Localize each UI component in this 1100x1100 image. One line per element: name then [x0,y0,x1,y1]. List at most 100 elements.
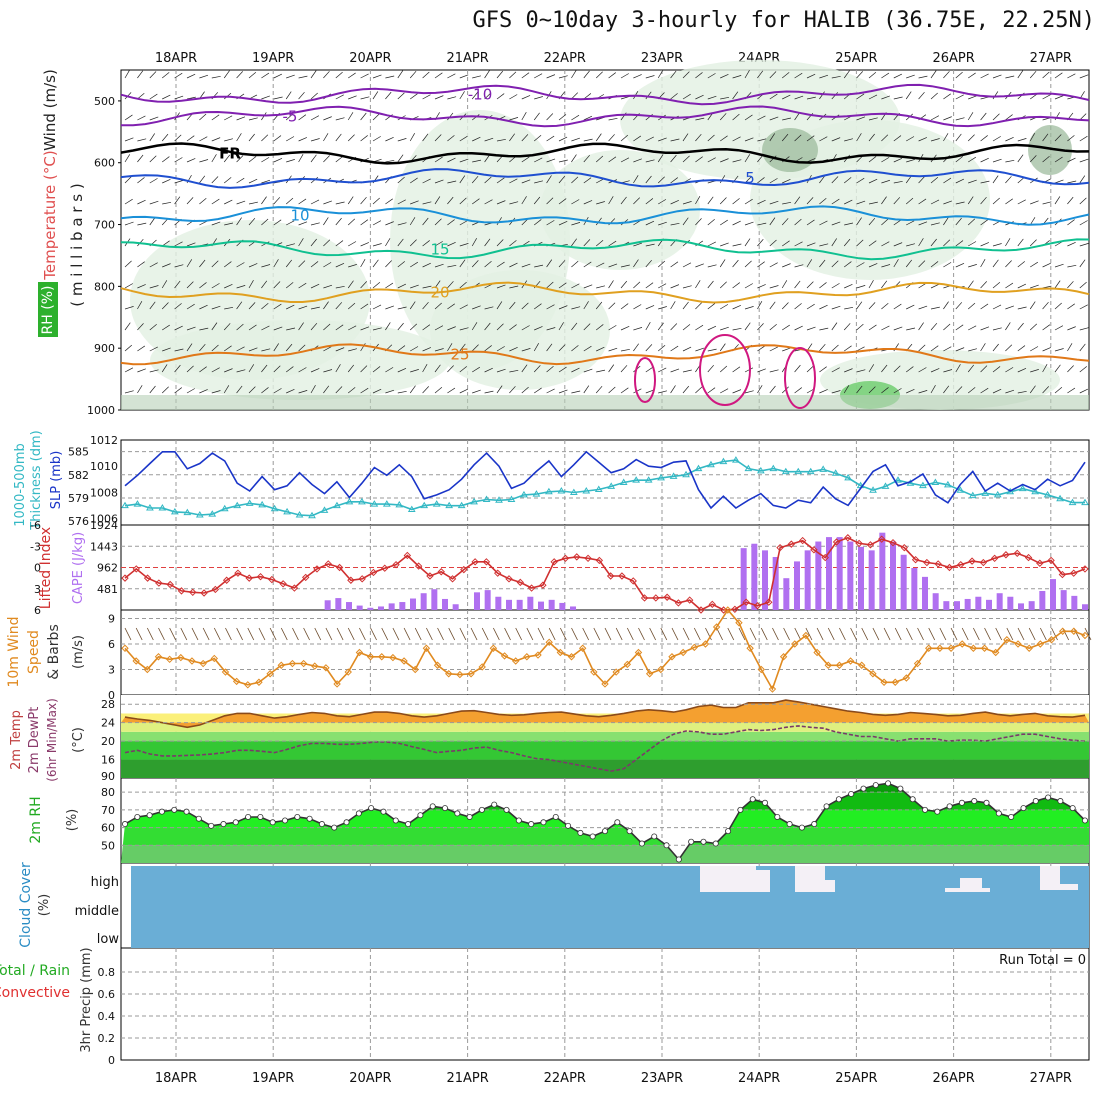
wind-barb [509,386,516,394]
rh-line-marker [515,817,522,824]
wind-barb [844,138,853,142]
rh-tick: 70 [101,804,115,817]
wind-barb [484,238,491,247]
wind-barb [980,343,986,352]
wind-barb [794,364,801,373]
wind-barb [285,282,294,289]
wind-barb [1042,301,1049,310]
wind-barb [1017,390,1027,394]
wind-barb [707,303,716,310]
wind-barb [856,323,864,331]
wind-barb [893,388,902,394]
thickness-line-marker [1068,498,1077,506]
wind-barb [124,390,134,394]
wind-barb [980,73,989,79]
surface-wind-barb [794,627,802,641]
wind-barb [1005,367,1014,373]
cape-bar [804,550,811,610]
wind-speed-marker [244,681,252,689]
rh-line-marker [540,819,547,826]
wind-barb [298,75,308,79]
wind-barb [186,388,195,394]
wind-barb [645,175,652,184]
ylabel-lifted-index: Lifted Index [38,527,54,609]
lifted-index-line-marker [765,598,773,606]
wind-barb [509,369,519,373]
wind-barb [1042,262,1051,268]
wind-barb [881,218,889,226]
thickness-line-marker [557,487,566,494]
wind-barb [124,221,134,226]
slp-tick: 1008 [90,486,118,499]
wind-barb [707,325,717,331]
wind-barb [992,366,1001,373]
surface-wind-barb [995,627,1003,641]
date-label-bottom: 24APR [738,1071,780,1086]
wind-barb [149,301,156,310]
wind-barb [261,302,269,310]
wind-barb [124,306,134,310]
wind-barb [583,70,590,79]
wind-barb [645,259,652,268]
wind-speed-marker [813,648,821,657]
wind-barb [967,364,975,373]
wind-barb [199,74,209,79]
wind-barb [385,389,395,394]
wind-speed-marker [210,654,219,663]
surface-wind-barb [124,627,132,641]
wind-barb [657,344,666,352]
wind-barb [732,389,742,394]
wind-speed-marker [344,668,352,676]
wind-barb [1042,201,1052,205]
wind-barb [546,343,553,352]
wind-barb [744,390,754,394]
thickness-line-marker [283,507,291,515]
wind-barb [732,243,742,247]
wind-barb [484,345,492,352]
cape-bar [1050,579,1056,610]
isotherm-line [120,343,1090,366]
rh-line-marker [823,803,830,810]
rh-area [150,320,450,400]
wind-barb [285,113,294,121]
wind-barb [496,368,506,373]
wind-barb [645,75,655,79]
wind-barb [868,178,878,184]
wind-barb [843,345,852,352]
wind-barb [509,285,519,289]
wind-barb [533,365,541,373]
cape-bar [858,546,864,610]
ylabel-cloud: Cloud Cover [18,862,34,948]
wind-barb [261,218,269,226]
wind-barb [918,390,928,394]
wind-barb [992,259,999,268]
wind-barb [571,92,579,100]
wind-barb [968,348,977,352]
wind-barb [967,112,974,121]
wind-barb [571,367,580,373]
lifted-index-line-marker [810,546,818,554]
wind-barb [286,243,295,247]
wind-barb [905,175,912,184]
wind-speed-marker [422,644,431,652]
thickness-line-marker [607,482,616,489]
ylabel-wind10m-a: 10m Wind [6,616,22,687]
wind-barb [583,323,591,331]
wind-barb [930,283,940,289]
wind-barb [496,346,505,352]
wind-barb [893,96,903,100]
wind-barb [943,133,949,142]
surface-wind-barb [493,627,500,641]
wind-barb [484,322,491,331]
wind-barb [335,386,343,394]
rh-line-marker [971,798,978,805]
pressure-tick: 600 [94,157,115,170]
wind-speed-marker [936,644,944,652]
thickness-line-marker [258,500,267,508]
rh-line-marker [725,828,732,835]
wind-barb [174,180,184,184]
wind-barb [1042,71,1050,79]
wind-barb [447,196,454,205]
wind-barb [806,259,813,268]
wind-barb [856,217,862,226]
